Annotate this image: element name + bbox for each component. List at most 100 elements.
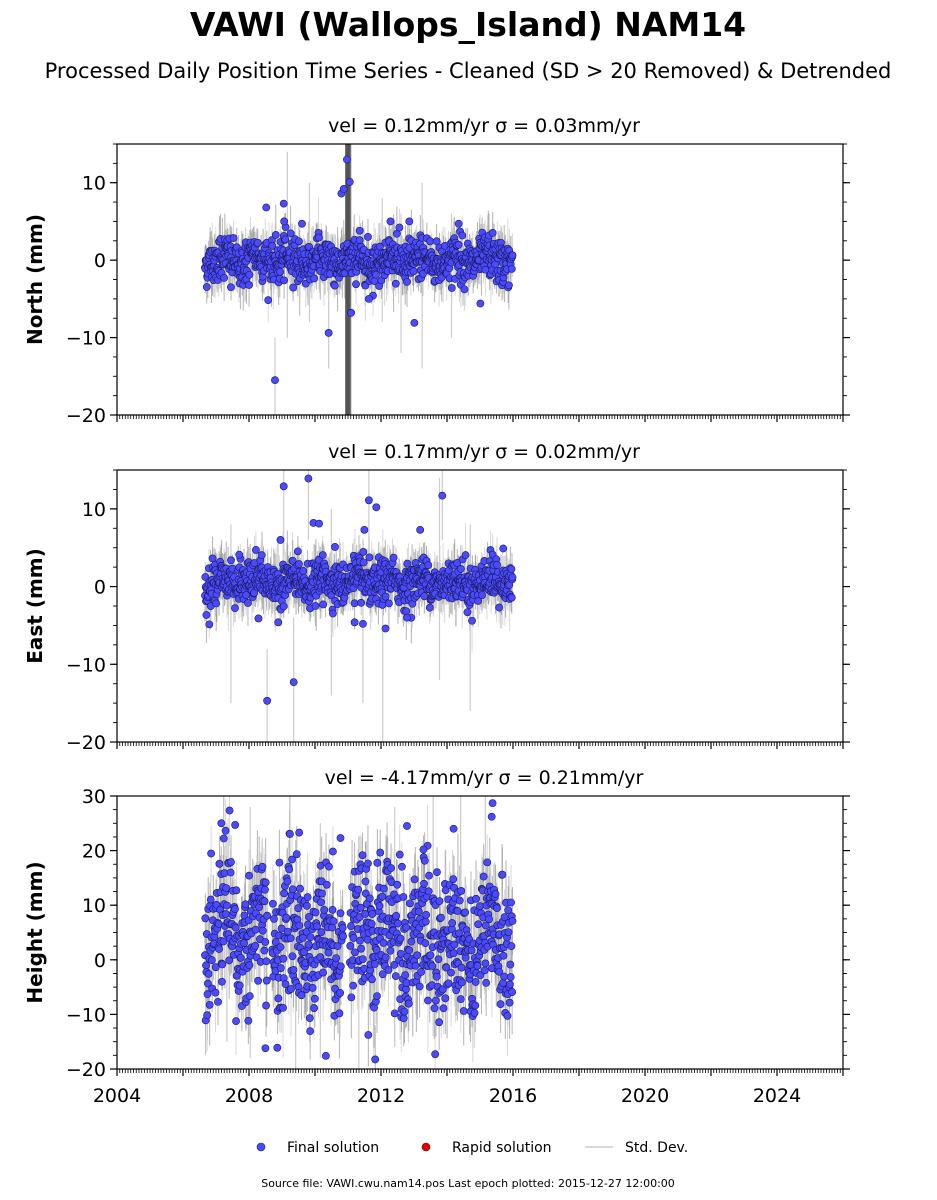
data-point (205, 620, 214, 629)
data-point (410, 318, 419, 327)
data-point (391, 279, 400, 288)
plot-area (201, 796, 517, 1069)
data-point (254, 614, 263, 623)
y-tick-label: 0 (94, 250, 106, 272)
data-point (389, 553, 398, 562)
data-point (204, 970, 213, 978)
final-solution-points (201, 799, 517, 1064)
data-point (438, 491, 447, 500)
data-point (262, 203, 271, 212)
data-point (403, 613, 411, 622)
data-point (403, 559, 412, 568)
data-point (347, 308, 356, 317)
panels-group: −20 −10 0 10 vel = 0.12mm/yr σ = 0.03mm/yr No… (23, 115, 850, 1107)
data-point (268, 241, 277, 250)
data-point (372, 503, 381, 512)
y-tick-label: −20 (66, 732, 106, 754)
data-point (212, 599, 221, 608)
data-point (311, 602, 320, 610)
data-point (386, 217, 395, 226)
data-point (253, 238, 262, 247)
panel-0: −20 −10 0 10 vel = 0.12mm/yr σ = 0.03mm/yr No… (23, 115, 850, 427)
data-point (250, 588, 259, 597)
data-point (314, 233, 323, 242)
data-point (395, 223, 404, 232)
data-point (507, 565, 516, 573)
data-point (403, 277, 411, 286)
data-point (281, 235, 290, 244)
data-point (458, 231, 467, 240)
data-point (339, 185, 348, 193)
data-point (508, 251, 517, 260)
data-point (203, 1011, 212, 1020)
data-point (279, 482, 288, 491)
data-point (279, 602, 288, 611)
data-point (424, 561, 433, 570)
data-point (420, 592, 429, 601)
data-point (289, 678, 298, 687)
data-point (280, 217, 289, 226)
data-point (355, 236, 364, 245)
data-point (372, 270, 380, 279)
data-point (359, 558, 368, 567)
data-point (203, 979, 212, 988)
y-axis-label: East (mm) (23, 548, 47, 664)
data-point (202, 961, 210, 970)
data-point (205, 1000, 214, 1009)
data-point (409, 267, 418, 276)
data-point (385, 599, 393, 608)
data-point (343, 155, 351, 164)
data-point (203, 990, 212, 999)
y-ticks: −20 −10 0 10 (66, 143, 850, 427)
data-point (319, 600, 328, 609)
data-point (245, 281, 253, 289)
panel-1: −20 −10 0 10 vel = 0.17mm/yr σ = 0.02mm/yr Ea… (23, 441, 850, 754)
data-point (220, 273, 229, 282)
data-point (299, 566, 308, 575)
y-tick-label: 10 (82, 173, 106, 195)
y-tick-label: 0 (94, 577, 106, 599)
data-point (350, 618, 359, 627)
data-point (227, 283, 235, 292)
data-point (359, 619, 367, 628)
data-point (468, 616, 476, 625)
data-point (364, 232, 372, 241)
data-point (211, 988, 220, 997)
data-point (507, 593, 516, 602)
data-point (359, 548, 368, 556)
data-point (447, 284, 456, 292)
data-point (252, 546, 260, 554)
data-point (416, 525, 425, 534)
data-point (425, 603, 434, 612)
data-point (207, 849, 216, 858)
data-point (202, 611, 211, 619)
data-point (345, 178, 354, 186)
data-point (488, 229, 497, 237)
data-point (286, 229, 295, 238)
data-point (331, 543, 339, 551)
data-point (461, 551, 470, 559)
data-point (476, 299, 485, 308)
x-ticks (116, 415, 844, 422)
data-point (298, 219, 306, 228)
data-point (454, 219, 463, 228)
data-point (318, 551, 327, 559)
data-point (418, 269, 427, 278)
y-axis-label: North (mm) (23, 214, 47, 345)
data-point (304, 474, 313, 483)
data-point (508, 573, 517, 582)
data-point (493, 560, 501, 569)
data-point (271, 231, 280, 239)
data-point (365, 553, 374, 562)
data-point (211, 963, 220, 972)
data-point (315, 519, 323, 528)
data-point (329, 609, 337, 618)
data-point (264, 296, 273, 305)
data-point (402, 607, 411, 616)
data-point (201, 914, 210, 923)
y-tick-label: −10 (66, 654, 106, 676)
data-point (381, 624, 390, 633)
data-point (460, 285, 469, 294)
data-point (310, 274, 319, 283)
